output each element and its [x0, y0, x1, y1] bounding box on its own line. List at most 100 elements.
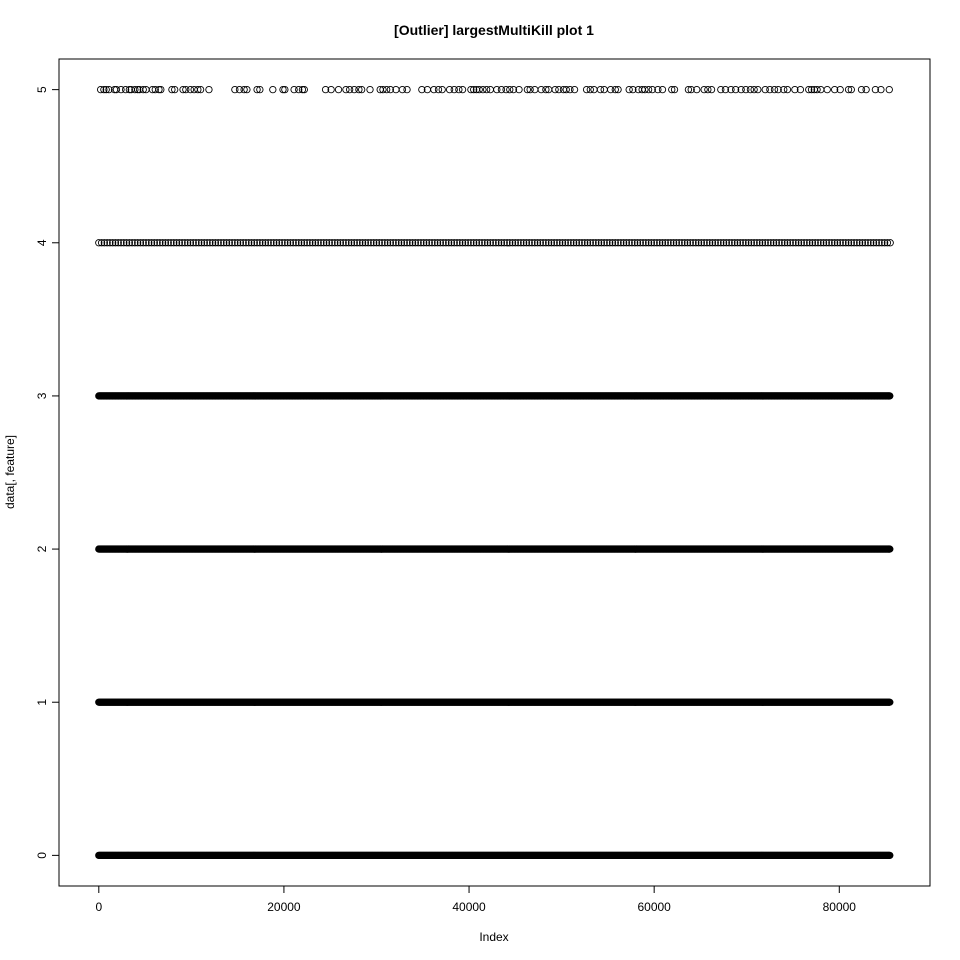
data-point: [774, 85, 782, 94]
data-point: [811, 239, 819, 247]
data-point: [611, 85, 619, 94]
data-point: [877, 85, 885, 94]
data-point: [813, 85, 821, 94]
data-point: [542, 85, 550, 94]
data-point: [157, 85, 165, 94]
data-point: [742, 239, 750, 247]
data-point: [536, 239, 544, 247]
data-point: [706, 239, 714, 247]
data-point: [275, 239, 283, 247]
data-point: [103, 239, 111, 247]
data-point: [658, 239, 667, 247]
data-point: [520, 239, 528, 247]
data-point: [327, 85, 335, 94]
data-point: [831, 239, 839, 247]
data-point: [686, 239, 694, 247]
data-point: [836, 85, 844, 94]
data-point: [844, 85, 853, 94]
data-point: [264, 239, 272, 247]
data-point: [561, 239, 569, 247]
data-point: [366, 85, 374, 94]
data-point: [482, 85, 491, 94]
data-point: [581, 239, 589, 247]
data-point: [172, 239, 181, 247]
data-point: [161, 239, 170, 247]
data-point: [678, 239, 686, 247]
data-point: [389, 239, 397, 247]
data-point: [650, 239, 658, 247]
data-point: [406, 239, 414, 247]
data-point: [328, 239, 336, 247]
data-point: [603, 239, 611, 247]
data-point: [862, 85, 870, 94]
data-point: [272, 239, 281, 247]
data-point: [345, 239, 353, 247]
data-point: [497, 239, 506, 247]
data-point: [492, 239, 500, 247]
data-point: [806, 239, 814, 247]
data-point: [134, 239, 142, 247]
data-point: [692, 239, 700, 247]
data-point: [578, 239, 586, 247]
data-point: [739, 239, 747, 247]
data-point: [742, 85, 750, 94]
data-point: [256, 85, 264, 94]
data-point: [479, 85, 487, 94]
data-point: [278, 239, 286, 247]
data-point: [214, 239, 222, 247]
data-point: [433, 239, 442, 247]
data-point: [750, 85, 758, 94]
data-point: [206, 239, 214, 247]
data-point: [321, 85, 330, 94]
data-point: [150, 239, 158, 247]
data-point: [456, 239, 464, 247]
data-point: [311, 239, 320, 247]
data-point: [290, 85, 298, 94]
data-point: [151, 85, 159, 94]
data-point: [295, 85, 303, 94]
data-point: [531, 239, 539, 247]
data-point: [589, 239, 597, 247]
data-point: [425, 239, 433, 247]
data-point: [719, 239, 728, 247]
data-point: [111, 239, 120, 247]
data-point: [614, 85, 622, 94]
data-point: [200, 239, 208, 247]
data-point: [819, 239, 828, 247]
data-point: [171, 85, 179, 94]
data-point: [325, 239, 333, 247]
data-point: [231, 239, 239, 247]
data-point: [170, 239, 178, 247]
data-point: [728, 239, 736, 247]
data-point: [770, 85, 779, 94]
data-point: [467, 85, 475, 94]
data-point: [625, 239, 633, 247]
data-point: [430, 85, 438, 94]
data-point: [648, 85, 656, 94]
data-point: [750, 239, 758, 247]
data-point: [805, 85, 813, 94]
data-point: [744, 239, 753, 247]
data-point: [547, 239, 556, 247]
data-point: [121, 85, 130, 94]
data-point: [797, 239, 805, 247]
data-point: [664, 239, 672, 247]
data-point: [114, 239, 122, 247]
data-point: [269, 85, 277, 94]
data-point: [361, 239, 370, 247]
data-point: [847, 239, 855, 247]
data-point: [721, 85, 730, 94]
data-point: [731, 239, 739, 247]
data-point: [136, 239, 145, 247]
data-point: [817, 85, 825, 94]
data-point: [681, 239, 689, 247]
data-point: [670, 85, 679, 94]
data-point: [117, 239, 125, 247]
data-point: [746, 85, 755, 94]
data-point: [717, 239, 725, 247]
y-tick-label: 1: [35, 699, 49, 706]
data-point: [211, 239, 220, 247]
data-point: [833, 239, 842, 247]
data-point: [356, 239, 364, 247]
data-point: [205, 85, 213, 94]
